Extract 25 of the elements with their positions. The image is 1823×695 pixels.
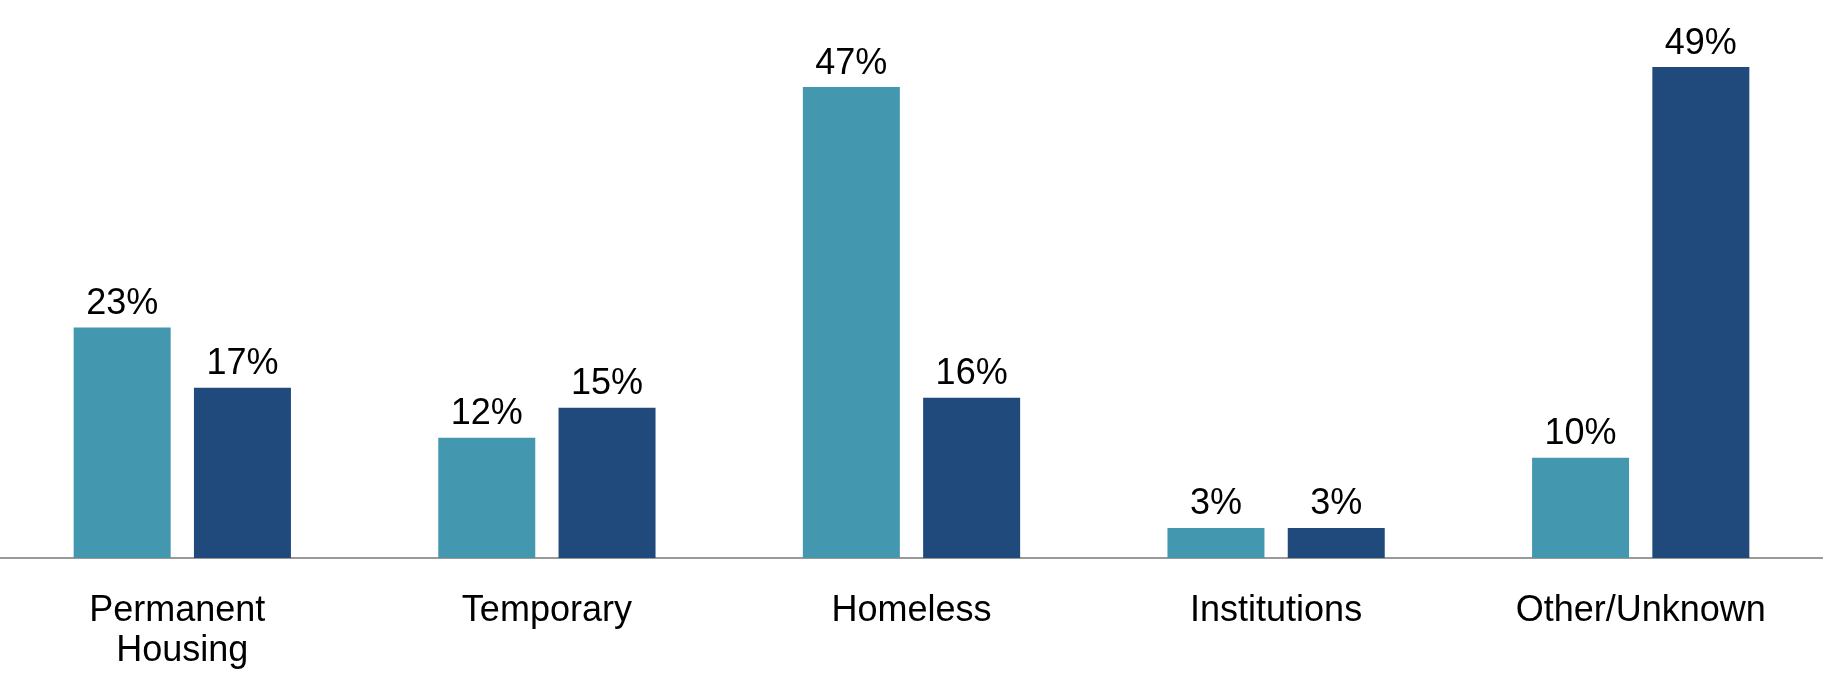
data-label: 3% [1189,481,1242,523]
bar [438,437,536,558]
bar [193,387,291,558]
bar [1652,67,1750,558]
bar [923,397,1021,558]
x-tick-label: Temporary [461,587,632,629]
data-label: 47% [815,40,888,82]
bar [1167,527,1265,558]
x-tick-label: Permanent Housing [89,587,276,669]
data-label: 12% [450,391,523,433]
data-label: 10% [1544,411,1617,453]
x-tick-label: Homeless [831,587,992,629]
bar [1532,457,1630,558]
bar [802,87,900,558]
bar [73,327,171,558]
data-label: 3% [1310,481,1363,523]
data-label: 15% [571,361,644,403]
x-tick-label: Institutions [1190,587,1363,629]
bar [558,407,656,558]
data-label: 23% [86,281,159,323]
data-label: 17% [206,341,279,383]
x-tick-label: Other/Unknown [1515,587,1766,629]
data-label: 49% [1664,20,1737,62]
data-label: 16% [935,351,1008,393]
bar [1287,527,1385,558]
